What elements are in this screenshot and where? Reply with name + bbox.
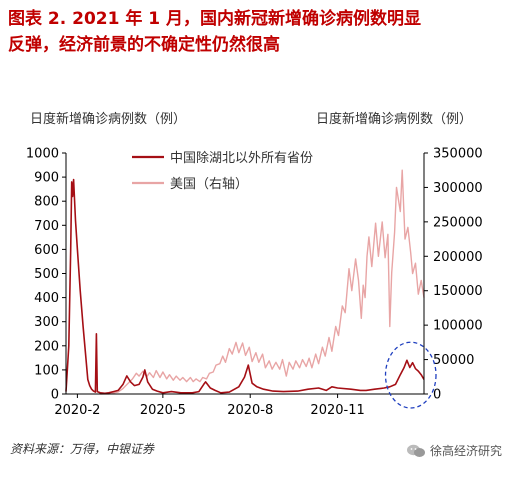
highlight-ellipse [384,341,437,409]
left-tick-label: 700 [34,219,59,234]
source-note: 资料来源：万得，中银证券 [10,442,155,456]
right-tick-label: 0 [433,388,441,403]
right-tick-label: 350000 [433,147,483,162]
left-tick-label: 1000 [26,147,59,162]
left-tick-label: 100 [34,363,59,378]
right-tick-label: 50000 [433,353,474,368]
series-line-china [65,178,425,395]
series-line-us [100,169,425,395]
right-tick-label: 300000 [433,181,483,196]
left-tick-label: 400 [34,291,59,306]
legend-label: 中国除湖北以外所有省份 [170,151,313,166]
left-tick-label: 200 [34,339,59,354]
figure-title: 图表 2. 2021 年 1 月，国内新冠新增确诊病例数明显 反弹，经济前景的不… [8,6,504,58]
x-tick-label: 2020-11 [310,403,364,418]
left-axis-title: 日度新增确诊病例数（例） [30,112,187,127]
title-line-2: 反弹，经济前景的不确定性仍然很高 [8,35,280,55]
watermark-label: 徐高经济研究 [429,444,502,458]
right-axis-title: 日度新增确诊病例数（例） [315,112,472,127]
legend-label: 美国（右轴） [170,177,248,192]
x-tick-label: 2020-8 [227,403,273,418]
left-tick-label: 600 [34,243,59,258]
right-tick-label: 200000 [433,250,483,265]
right-tick-label: 250000 [433,215,483,230]
watermark: 徐高经济研究 [406,442,502,459]
left-tick-label: 500 [34,267,59,282]
wechat-icon [406,444,425,457]
left-tick-label: 900 [34,171,59,186]
x-tick-label: 2020-2 [54,403,100,418]
right-tick-label: 150000 [433,284,483,299]
line-chart: 0 100 200 300 400 500 600 700 800 900 1000 0 50000 10… [26,147,483,419]
left-tick-label: 300 [34,315,59,330]
title-line-1: 图表 2. 2021 年 1 月，国内新冠新增确诊病例数明显 [8,9,422,29]
left-tick-label: 800 [34,195,59,210]
left-tick-label: 0 [51,388,59,403]
x-tick-label: 2020-5 [140,403,186,418]
right-tick-label: 100000 [433,319,483,334]
